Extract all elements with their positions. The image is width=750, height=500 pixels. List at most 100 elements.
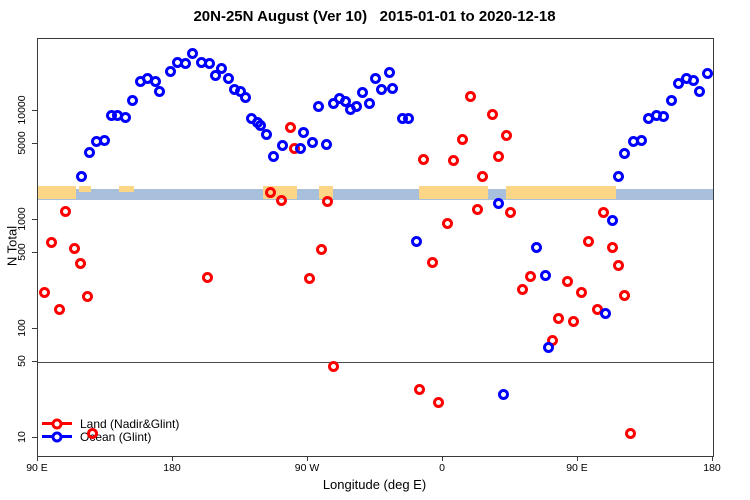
data-point-ocean (223, 73, 234, 85)
data-point-ocean (350, 101, 362, 113)
y-axis-tick (32, 360, 37, 362)
data-point-land (568, 316, 579, 328)
data-point-ocean (119, 111, 131, 123)
data-point-land (316, 243, 327, 255)
data-point-land (413, 383, 425, 395)
data-point-ocean (268, 150, 279, 162)
data-point-land (607, 242, 618, 254)
y-axis-tick (32, 219, 37, 220)
data-point-land (493, 150, 504, 162)
data-point-ocean (370, 73, 381, 85)
data-point-ocean (187, 47, 198, 59)
data-point-ocean (328, 98, 339, 110)
data-point-land (448, 154, 459, 166)
data-point-land (505, 207, 516, 219)
x-axis-tick (577, 456, 578, 461)
data-point-land (427, 257, 438, 269)
data-point-ocean (239, 91, 251, 103)
data-point-land (275, 194, 287, 206)
data-point-ocean (665, 95, 677, 107)
data-point-ocean (530, 242, 542, 254)
data-point-land (59, 205, 71, 217)
data-point-land (457, 133, 468, 145)
map-band-land-segment (506, 186, 616, 199)
data-point-land (487, 109, 498, 121)
data-point-land (619, 289, 630, 301)
data-point-land (46, 237, 57, 249)
data-point-ocean (386, 83, 398, 95)
x-tick-label: 180 (703, 462, 721, 474)
data-point-land (38, 287, 50, 299)
data-point-ocean (83, 146, 95, 158)
y-axis-tick (32, 110, 37, 111)
x-tick-label: 90 E (26, 462, 48, 474)
legend-label: Land (Nadir&Glint) (80, 416, 180, 431)
data-point-ocean (701, 67, 713, 79)
data-point-ocean (688, 75, 699, 87)
data-point-ocean (76, 170, 87, 182)
data-point-land (202, 272, 213, 284)
data-point-land (418, 153, 429, 165)
data-point-ocean (376, 83, 387, 95)
data-point-ocean (607, 214, 618, 226)
x-axis-tick (172, 456, 173, 461)
data-point-land (598, 206, 609, 218)
data-point-ocean (403, 112, 414, 124)
data-point-land (322, 196, 333, 208)
data-point-ocean (154, 85, 165, 97)
y-tick-label: 50 (16, 354, 28, 367)
map-band-land-segment (419, 186, 488, 199)
x-axis-tick (442, 456, 443, 461)
legend-item: Land (Nadir&Glint) (42, 416, 180, 431)
data-point-land (265, 187, 276, 199)
y-tick-label: 100 (16, 319, 28, 337)
data-point-land (517, 284, 528, 296)
y-axis-tick (32, 251, 37, 253)
data-point-land (524, 271, 536, 283)
map-band-land-segment (119, 186, 134, 192)
x-axis-tick (307, 456, 308, 461)
chart-title: 20N-25N August (Ver 10) 2015-01-01 to 20… (193, 8, 556, 25)
legend-line-symbol (42, 431, 72, 442)
data-point-ocean (149, 76, 161, 88)
data-point-ocean (313, 100, 324, 112)
y-tick-label: 10 (16, 431, 28, 443)
data-point-ocean (635, 134, 647, 146)
y-axis-tick (32, 328, 37, 329)
data-point-land (500, 130, 512, 142)
data-point-ocean (619, 147, 630, 159)
map-band-ocean-strip (38, 189, 713, 200)
x-tick-label: 90 W (294, 462, 320, 474)
data-point-ocean (356, 86, 368, 98)
y-tick-label: 5000 (16, 131, 28, 155)
x-axis-label: Longitude (deg E) (322, 477, 427, 492)
data-point-land (583, 236, 594, 248)
data-point-ocean (307, 137, 318, 149)
data-point-ocean (694, 85, 705, 97)
legend-line-symbol (42, 418, 72, 429)
data-point-ocean (320, 139, 332, 151)
data-point-ocean (260, 128, 272, 140)
data-point-ocean (493, 197, 504, 209)
data-point-ocean (539, 269, 551, 281)
legend-circle-icon (51, 418, 63, 429)
plot-area: Land (Nadir&Glint) Ocean (Glint) (37, 38, 714, 457)
data-point-land (328, 361, 339, 373)
data-point-ocean (542, 342, 554, 354)
legend-circle-icon (51, 431, 63, 442)
data-point-land (625, 427, 636, 439)
data-point-land (575, 287, 587, 299)
y-tick-label: 1000 (16, 207, 28, 231)
legend-label: Ocean (Glint) (80, 429, 152, 444)
data-point-ocean (203, 58, 215, 70)
data-point-land (464, 90, 476, 102)
data-point-land (442, 218, 453, 230)
data-point-land (562, 276, 573, 288)
data-point-ocean (98, 134, 110, 146)
data-point-ocean (599, 307, 611, 319)
data-point-ocean (298, 126, 309, 138)
data-point-ocean (613, 170, 624, 182)
data-point-land (476, 170, 488, 182)
map-band-land-segment (38, 186, 76, 199)
